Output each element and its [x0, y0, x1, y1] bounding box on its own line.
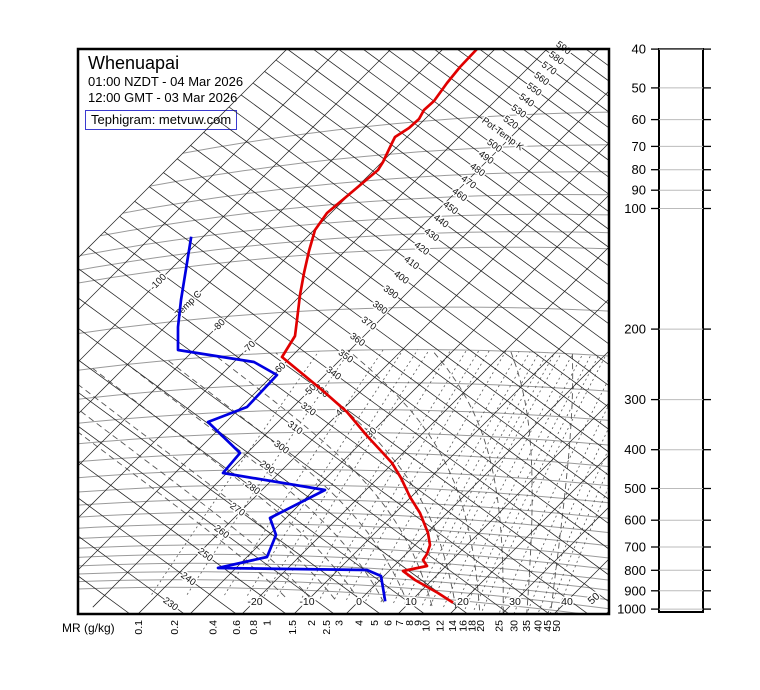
svg-text:3: 3: [333, 620, 345, 626]
svg-text:20: 20: [457, 596, 469, 608]
svg-text:-100: -100: [148, 272, 169, 293]
svg-text:5: 5: [369, 620, 381, 626]
svg-text:1.5: 1.5: [287, 620, 299, 635]
svg-text:400: 400: [391, 269, 410, 287]
svg-text:50: 50: [551, 620, 563, 632]
svg-text:200: 200: [624, 322, 646, 337]
svg-text:290: 290: [257, 458, 276, 476]
svg-text:310: 310: [285, 419, 304, 437]
local-time-label: 01:00 NZDT - 04 Mar 2026: [88, 74, 244, 89]
svg-text:390: 390: [381, 283, 400, 301]
svg-text:240: 240: [178, 570, 197, 588]
isobar-grid: [78, 111, 609, 614]
svg-text:35: 35: [521, 620, 533, 632]
svg-text:90: 90: [632, 183, 646, 198]
svg-text:2: 2: [306, 620, 318, 626]
svg-text:60: 60: [632, 112, 646, 127]
svg-text:340: 340: [324, 364, 343, 382]
svg-text:0.2: 0.2: [169, 620, 181, 635]
svg-text:40: 40: [532, 620, 544, 632]
svg-text:-10: -10: [299, 596, 314, 608]
pressure-scale: 40 50 60 70 80 90 100 200 300 400 500 600 700 800 900 1…: [617, 42, 711, 617]
svg-text:14: 14: [447, 620, 459, 632]
svg-text:-80: -80: [210, 317, 227, 334]
svg-text:2.5: 2.5: [321, 620, 333, 635]
svg-text:420: 420: [412, 240, 431, 258]
svg-text:40: 40: [561, 596, 573, 608]
svg-text:1000: 1000: [617, 602, 646, 617]
svg-text:230: 230: [161, 595, 180, 613]
svg-text:9: 9: [413, 620, 425, 626]
svg-text:400: 400: [624, 442, 646, 457]
svg-text:50: 50: [586, 590, 603, 607]
svg-text:4: 4: [353, 620, 365, 626]
svg-text:45: 45: [542, 620, 554, 632]
svg-text:600: 600: [624, 513, 646, 528]
utc-time-label: 12:00 GMT - 03 Mar 2026: [88, 90, 238, 105]
svg-text:440: 440: [431, 212, 450, 230]
svg-text:1: 1: [262, 620, 274, 626]
svg-text:0.6: 0.6: [231, 620, 243, 635]
svg-text:0: 0: [356, 596, 362, 608]
svg-text:380: 380: [370, 299, 389, 317]
tephigram-source-link[interactable]: Tephigram: metvuw.com: [85, 110, 238, 130]
svg-text:10: 10: [405, 596, 417, 608]
svg-text:30: 30: [509, 596, 521, 608]
svg-text:12: 12: [435, 620, 447, 632]
svg-text:800: 800: [624, 563, 646, 578]
svg-text:500: 500: [624, 481, 646, 496]
svg-text:50: 50: [632, 80, 646, 95]
svg-text:0.1: 0.1: [133, 620, 145, 635]
svg-text:260: 260: [212, 523, 231, 541]
svg-text:80: 80: [632, 162, 646, 177]
svg-text:10: 10: [421, 620, 433, 632]
svg-text:460: 460: [450, 186, 469, 204]
svg-text:700: 700: [624, 540, 646, 555]
svg-text:40: 40: [632, 42, 646, 57]
svg-text:18: 18: [467, 620, 479, 632]
svg-text:430: 430: [422, 226, 441, 244]
svg-text:-20: -20: [247, 596, 262, 608]
svg-text:30: 30: [508, 620, 520, 632]
mixing-ratio-axis-title: MR (g/kg): [62, 621, 115, 635]
svg-text:-60: -60: [271, 360, 288, 377]
svg-text:360: 360: [348, 331, 367, 349]
svg-text:270: 270: [228, 501, 247, 519]
svg-text:370: 370: [359, 315, 378, 333]
station-title: Whenuapai: [88, 53, 180, 73]
svg-text:0.4: 0.4: [207, 620, 219, 635]
svg-text:8: 8: [404, 620, 416, 626]
svg-text:250: 250: [196, 546, 215, 564]
svg-text:25: 25: [493, 620, 505, 632]
svg-text:900: 900: [624, 583, 646, 598]
svg-text:0.8: 0.8: [248, 620, 260, 635]
sounding-traces: [176, 49, 479, 604]
svg-text:280: 280: [243, 479, 262, 497]
svg-text:7: 7: [394, 620, 406, 626]
svg-text:100: 100: [624, 201, 646, 216]
svg-text:320: 320: [298, 400, 317, 418]
svg-text:20: 20: [475, 620, 487, 632]
svg-text:410: 410: [402, 254, 421, 272]
plot-frame: [76, 47, 611, 616]
svg-text:300: 300: [624, 392, 646, 407]
svg-text:70: 70: [632, 139, 646, 154]
svg-text:6: 6: [383, 620, 395, 626]
svg-text:16: 16: [457, 620, 469, 632]
svg-text:450: 450: [441, 199, 460, 217]
